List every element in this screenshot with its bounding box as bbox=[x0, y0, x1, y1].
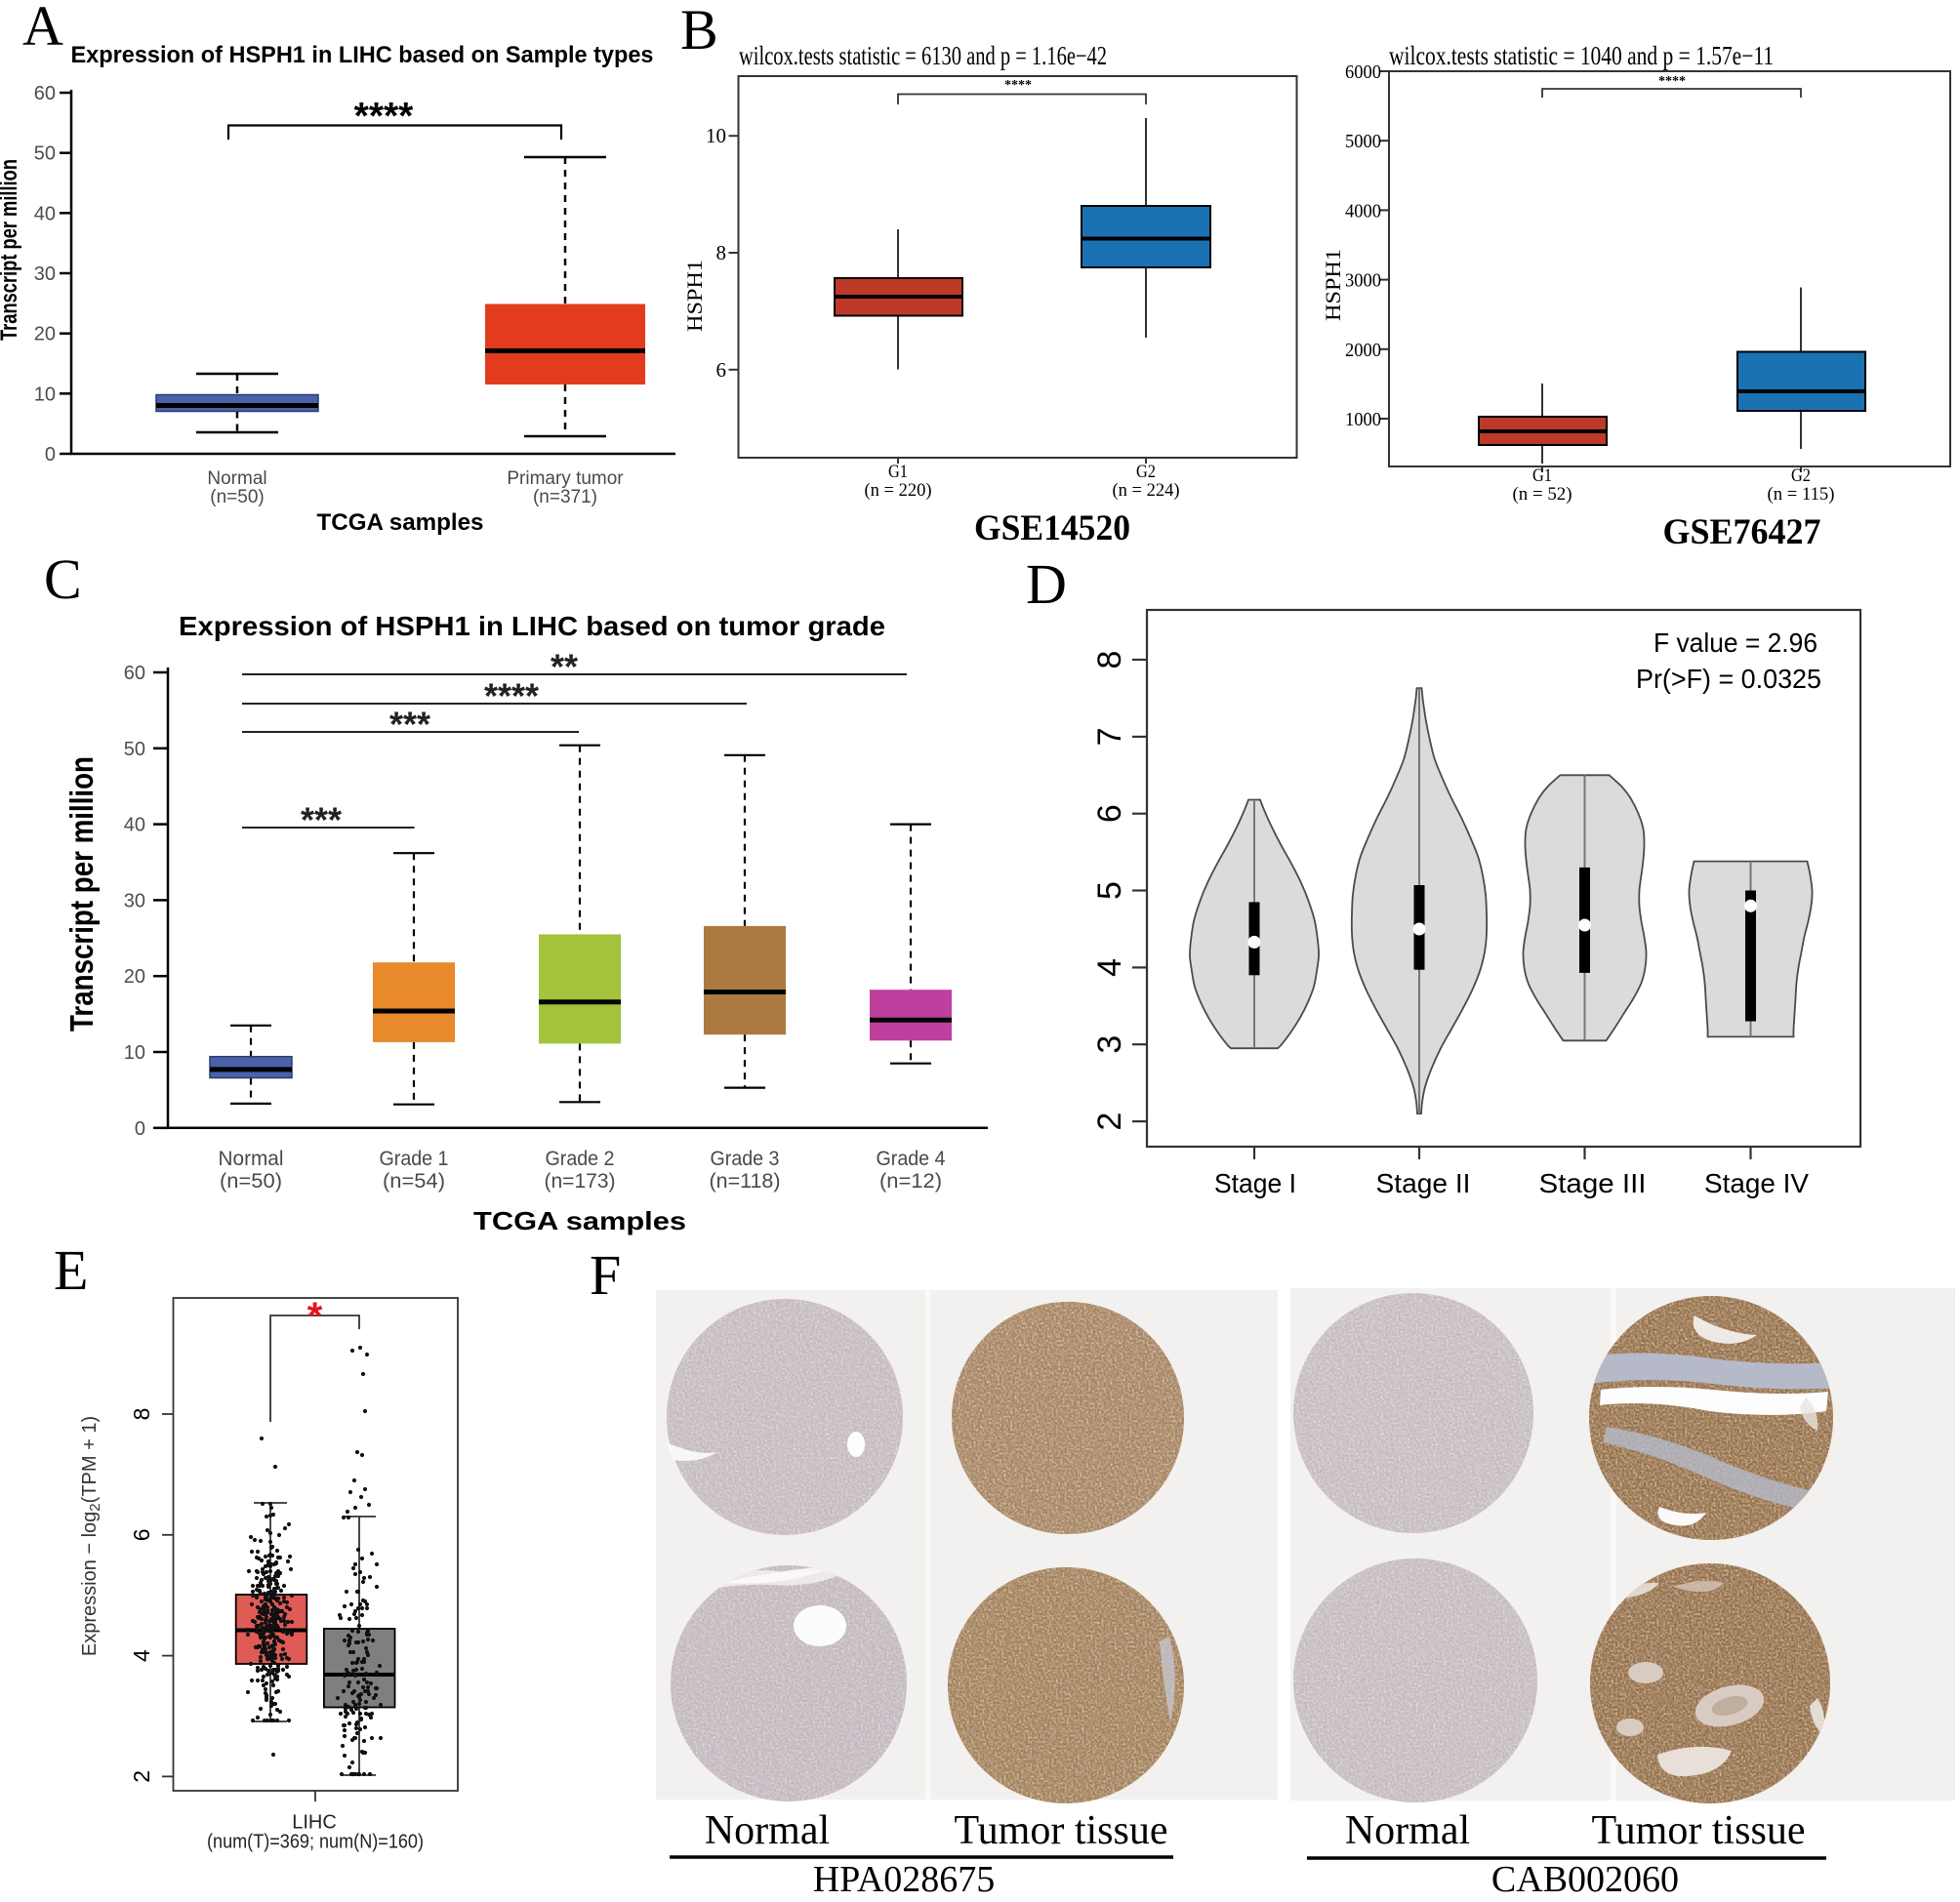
svg-text:Stage I: Stage I bbox=[1214, 1168, 1296, 1198]
svg-text:8: 8 bbox=[129, 1408, 154, 1421]
svg-text:****: **** bbox=[1658, 74, 1686, 89]
svg-text:(n = 220): (n = 220) bbox=[865, 480, 932, 501]
svg-text:Normal: Normal bbox=[219, 1148, 284, 1170]
svg-text:Tumor tissue: Tumor tissue bbox=[954, 1808, 1167, 1853]
svg-text:30: 30 bbox=[124, 890, 145, 911]
svg-text:G1: G1 bbox=[1532, 465, 1552, 486]
svg-text:Expression − log2(TPM + 1): Expression − log2(TPM + 1) bbox=[79, 1416, 103, 1656]
svg-text:Primary tumor: Primary tumor bbox=[507, 468, 624, 489]
svg-text:wilcox.tests statistic = 1040: wilcox.tests statistic = 1040 and p = 1.… bbox=[1389, 41, 1774, 70]
svg-text:1000: 1000 bbox=[1345, 409, 1381, 430]
svg-text:B: B bbox=[680, 0, 718, 61]
svg-text:G2: G2 bbox=[1791, 465, 1811, 486]
svg-text:(n = 52): (n = 52) bbox=[1513, 484, 1572, 505]
svg-text:2000: 2000 bbox=[1345, 340, 1381, 361]
svg-text:***: *** bbox=[301, 800, 342, 840]
svg-text:G2: G2 bbox=[1136, 462, 1156, 482]
svg-text:CAB002060: CAB002060 bbox=[1491, 1859, 1679, 1897]
svg-text:(n=118): (n=118) bbox=[710, 1170, 781, 1193]
svg-text:6: 6 bbox=[129, 1528, 154, 1541]
svg-text:HSPH1: HSPH1 bbox=[1321, 249, 1345, 321]
svg-text:6: 6 bbox=[1091, 804, 1128, 823]
svg-text:2: 2 bbox=[1091, 1113, 1128, 1131]
svg-text:Expression of HSPH1 in LIHC ba: Expression of HSPH1 in LIHC based on tum… bbox=[179, 611, 885, 641]
svg-text:5000: 5000 bbox=[1345, 131, 1381, 152]
svg-text:LIHC: LIHC bbox=[292, 1812, 337, 1834]
svg-text:Stage IV: Stage IV bbox=[1704, 1168, 1809, 1198]
svg-text:F value = 2.96: F value = 2.96 bbox=[1654, 627, 1817, 658]
svg-text:20: 20 bbox=[34, 324, 56, 345]
svg-text:(n = 224): (n = 224) bbox=[1113, 480, 1180, 501]
svg-text:4: 4 bbox=[129, 1649, 154, 1662]
svg-text:50: 50 bbox=[34, 143, 56, 165]
svg-text:7: 7 bbox=[1091, 727, 1128, 746]
svg-text:30: 30 bbox=[34, 263, 56, 285]
svg-text:40: 40 bbox=[124, 815, 145, 836]
svg-text:10: 10 bbox=[34, 384, 56, 405]
svg-text:6: 6 bbox=[716, 358, 727, 382]
svg-text:Expression of HSPH1 in LIHC ba: Expression of HSPH1 in LIHC based on Sam… bbox=[71, 42, 654, 68]
svg-text:Transcript per million: Transcript per million bbox=[63, 756, 100, 1032]
svg-text:(n=54): (n=54) bbox=[383, 1170, 445, 1193]
svg-text:8: 8 bbox=[1091, 651, 1128, 669]
svg-text:Transcript per million: Transcript per million bbox=[0, 159, 22, 341]
svg-text:****: **** bbox=[354, 96, 415, 138]
svg-text:(n=50): (n=50) bbox=[210, 487, 264, 507]
svg-text:GSE76427: GSE76427 bbox=[1663, 512, 1821, 552]
svg-text:0: 0 bbox=[135, 1118, 145, 1140]
svg-text:(n = 115): (n = 115) bbox=[1768, 484, 1835, 505]
svg-text:(n=371): (n=371) bbox=[533, 487, 597, 507]
svg-text:F: F bbox=[590, 1243, 621, 1307]
svg-text:3: 3 bbox=[1091, 1035, 1128, 1054]
svg-text:TCGA samples: TCGA samples bbox=[317, 509, 484, 536]
svg-text:**: ** bbox=[551, 647, 578, 687]
svg-text:0: 0 bbox=[45, 444, 56, 465]
svg-text:(n=12): (n=12) bbox=[879, 1170, 942, 1193]
svg-text:D: D bbox=[1026, 552, 1067, 616]
svg-text:3000: 3000 bbox=[1345, 270, 1381, 292]
svg-text:Normal: Normal bbox=[1345, 1808, 1470, 1853]
svg-text:60: 60 bbox=[34, 83, 56, 104]
svg-text:C: C bbox=[44, 547, 82, 611]
svg-text:4: 4 bbox=[1091, 958, 1128, 977]
svg-text:Normal: Normal bbox=[207, 468, 266, 489]
svg-text:(num(T)=369; num(N)=160): (num(T)=369; num(N)=160) bbox=[207, 1832, 424, 1853]
svg-text:G1: G1 bbox=[888, 462, 908, 482]
svg-text:****: **** bbox=[484, 676, 539, 716]
svg-text:HPA028675: HPA028675 bbox=[813, 1859, 996, 1897]
svg-text:60: 60 bbox=[124, 663, 145, 684]
svg-text:40: 40 bbox=[34, 203, 56, 224]
svg-text:20: 20 bbox=[124, 966, 145, 988]
svg-text:Grade 4: Grade 4 bbox=[877, 1148, 946, 1170]
svg-text:Tumor tissue: Tumor tissue bbox=[1591, 1808, 1805, 1853]
svg-text:HSPH1: HSPH1 bbox=[682, 260, 707, 332]
svg-text:2: 2 bbox=[129, 1770, 154, 1783]
svg-text:GSE14520: GSE14520 bbox=[974, 508, 1130, 548]
svg-text:***: *** bbox=[389, 705, 430, 745]
svg-text:A: A bbox=[22, 0, 63, 58]
svg-text:6000: 6000 bbox=[1345, 61, 1381, 83]
svg-text:TCGA samples: TCGA samples bbox=[473, 1206, 686, 1235]
svg-text:Grade 3: Grade 3 bbox=[711, 1148, 780, 1170]
svg-text:Grade 2: Grade 2 bbox=[546, 1148, 615, 1170]
svg-text:10: 10 bbox=[706, 124, 726, 147]
svg-text:Normal: Normal bbox=[705, 1808, 830, 1853]
svg-text:E: E bbox=[54, 1238, 88, 1302]
svg-text:****: **** bbox=[1004, 78, 1032, 93]
svg-text:4000: 4000 bbox=[1345, 200, 1381, 222]
svg-text:5: 5 bbox=[1091, 881, 1128, 900]
svg-text:8: 8 bbox=[716, 241, 727, 264]
svg-text:*: * bbox=[307, 1295, 323, 1338]
svg-text:wilcox.tests statistic = 6130: wilcox.tests statistic = 6130 and p = 1.… bbox=[739, 41, 1107, 70]
svg-text:(n=50): (n=50) bbox=[220, 1170, 282, 1193]
svg-text:Pr(>F) = 0.0325: Pr(>F) = 0.0325 bbox=[1636, 664, 1821, 694]
svg-text:(n=173): (n=173) bbox=[545, 1170, 616, 1193]
svg-text:Stage III: Stage III bbox=[1539, 1168, 1647, 1198]
svg-text:Stage II: Stage II bbox=[1376, 1168, 1471, 1198]
svg-text:Grade 1: Grade 1 bbox=[380, 1148, 449, 1170]
svg-text:50: 50 bbox=[124, 739, 145, 760]
svg-text:10: 10 bbox=[124, 1042, 145, 1064]
